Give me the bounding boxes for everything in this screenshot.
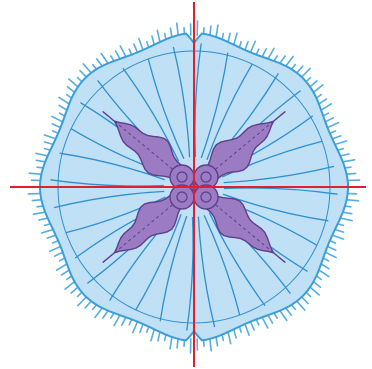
radial-canal <box>200 52 229 159</box>
oral-arm-midrib <box>201 192 280 258</box>
radial-canal <box>206 63 253 161</box>
radial-canal <box>135 213 182 311</box>
gonad <box>193 184 219 210</box>
gonad-core <box>176 191 188 203</box>
radial-canal <box>50 179 165 187</box>
radial-canal <box>223 187 338 195</box>
radial-canal <box>203 215 241 316</box>
radial-canal <box>147 58 185 159</box>
radial-canal <box>208 212 266 307</box>
radial-canal <box>197 216 216 328</box>
radial-canal <box>222 193 329 222</box>
oral-arm-midrib <box>108 116 187 182</box>
gonad <box>169 184 195 210</box>
radial-canal <box>122 67 180 162</box>
radial-canal <box>159 215 188 322</box>
symmetry-axes <box>10 2 366 367</box>
radial-canal <box>53 190 165 209</box>
radial-canal <box>186 216 194 331</box>
radial-canal <box>59 152 166 181</box>
radial-canal <box>172 46 191 158</box>
gonad-core <box>200 191 212 203</box>
gonad-core <box>200 171 212 183</box>
gonad-core <box>176 171 188 183</box>
oral-arms <box>102 111 286 263</box>
radial-canal <box>194 43 202 158</box>
radial-canal <box>223 165 335 184</box>
oral-arm-midrib <box>108 192 187 258</box>
oral-arm-midrib <box>201 116 280 182</box>
